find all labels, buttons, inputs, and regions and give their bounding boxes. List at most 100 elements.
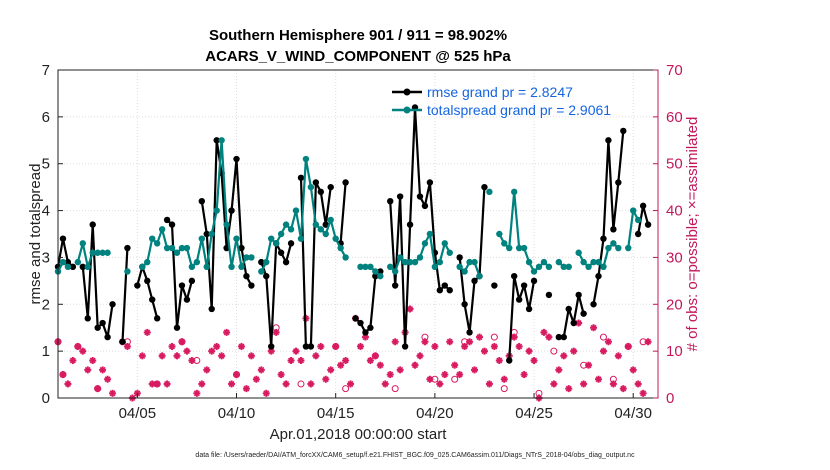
obs-possible-marker [550, 347, 558, 355]
obs-assimilated-marker [426, 375, 434, 383]
obs-assimilated-stroke [412, 362, 419, 369]
obs-assimilated-stroke [387, 371, 394, 378]
y-right-tick-label: 70 [666, 62, 683, 79]
obs-assimilated-marker [456, 371, 464, 379]
obs-assimilated-marker [193, 389, 201, 397]
obs-assimilated-marker [208, 347, 216, 355]
totalspread-point [476, 272, 483, 280]
obs-assimilated-marker [371, 352, 379, 360]
obs-assimilated-stroke [560, 352, 567, 359]
x-tick-label: 04/10 [218, 405, 256, 422]
totalspread-point [173, 249, 181, 256]
rmse-point [263, 272, 270, 280]
totalspread-point [595, 258, 602, 266]
totalspread-point [411, 258, 419, 266]
totalspread-point [203, 263, 210, 270]
obs-assimilated-stroke [159, 352, 166, 359]
obs-assimilated-marker [287, 357, 295, 365]
legend-spread-marker [403, 106, 411, 114]
y-right-tick-label: 40 [666, 203, 683, 220]
y-left-tick-label: 6 [42, 109, 50, 126]
obs-assimilated-stroke [99, 366, 106, 373]
obs-assimilated-marker [629, 366, 637, 374]
obs-assimilated-stroke [288, 357, 295, 364]
obs-assimilated-stroke [456, 371, 463, 378]
rmse-point [634, 230, 642, 238]
obs-assimilated-stroke [521, 371, 528, 378]
y-right-tick-label: 50 [666, 156, 683, 173]
obs-assimilated-stroke [89, 357, 96, 364]
obs-assimilated-marker [441, 371, 449, 379]
obs-assimilated-marker [233, 371, 241, 379]
totalspread-point [282, 221, 290, 228]
obs-assimilated-stroke [555, 366, 562, 373]
totalspread-point [178, 244, 186, 252]
obs-assimilated-stroke [416, 352, 423, 359]
totalspread-point [153, 240, 161, 247]
totalspread-point [79, 240, 86, 247]
y-axis-label-right: # of obs: o=possible; ×=assimilated [684, 117, 701, 352]
obs-assimilated-marker [203, 366, 211, 374]
totalspread-point [530, 268, 538, 275]
totalspread-point [406, 258, 414, 266]
rmse-point [79, 263, 86, 270]
y-left-tick-label: 1 [42, 343, 50, 360]
obs-assimilated-marker [540, 328, 548, 336]
obs-assimilated-stroke [426, 376, 433, 383]
obs-assimilated-stroke [615, 352, 622, 359]
obs-assimilated-stroke [198, 380, 205, 387]
obs-assimilated-stroke [421, 338, 428, 345]
x-tick-label: 04/15 [317, 405, 355, 422]
obs-assimilated-marker [366, 357, 374, 365]
totalspread-point [258, 268, 265, 275]
obs-assimilated-marker [317, 342, 325, 350]
totalspread-point [287, 226, 295, 233]
totalspread-point [322, 230, 329, 238]
obs-assimilated-stroke [570, 348, 577, 355]
obs-assimilated-marker [163, 380, 171, 388]
totalspread-point [223, 221, 230, 228]
obs-possible-marker [451, 375, 459, 383]
totalspread-point [74, 258, 82, 266]
obs-assimilated-marker [322, 375, 330, 383]
totalspread-point [535, 263, 543, 270]
rmse-point [173, 324, 181, 331]
totalspread-point [208, 230, 215, 238]
rmse-point [357, 319, 364, 327]
obs-assimilated-marker [490, 342, 498, 350]
obs-assimilated-marker [624, 342, 632, 350]
totalspread-point [441, 240, 448, 247]
obs-assimilated-stroke [223, 329, 230, 336]
obs-assimilated-marker [599, 347, 607, 355]
rmse-point [530, 277, 538, 285]
rmse-point [570, 319, 577, 327]
obs-assimilated-marker [515, 342, 523, 350]
obs-assimilated-marker [619, 385, 627, 393]
obs-assimilated-marker [218, 352, 226, 360]
obs-assimilated-marker [614, 352, 622, 360]
obs-assimilated-marker [565, 385, 573, 393]
obs-assimilated-stroke [332, 343, 339, 350]
rmse-point [248, 282, 255, 289]
obs-assimilated-marker [153, 380, 161, 388]
obs-assimilated-stroke [278, 371, 285, 378]
rmse-point [506, 357, 513, 364]
obs-assimilated-stroke [307, 380, 314, 387]
obs-assimilated-stroke [471, 366, 478, 373]
obs-assimilated-marker [327, 366, 335, 374]
rmse-line [458, 187, 486, 334]
obs-assimilated-stroke [322, 376, 329, 383]
totalspread-point [431, 263, 439, 270]
obs-assimilated-stroke [233, 371, 240, 378]
rmse-point [208, 305, 215, 313]
obs-assimilated-stroke [84, 366, 91, 373]
obs-assimilated-stroke [109, 390, 116, 397]
obs-assimilated-marker [471, 366, 479, 374]
totalspread-point [94, 249, 101, 256]
legend-spread-label: totalspread grand pr = 2.9061 [427, 102, 611, 118]
obs-assimilated-marker [594, 375, 602, 383]
totalspread-point [292, 207, 300, 214]
totalspread-point [218, 137, 225, 144]
rmse-line [56, 237, 74, 268]
